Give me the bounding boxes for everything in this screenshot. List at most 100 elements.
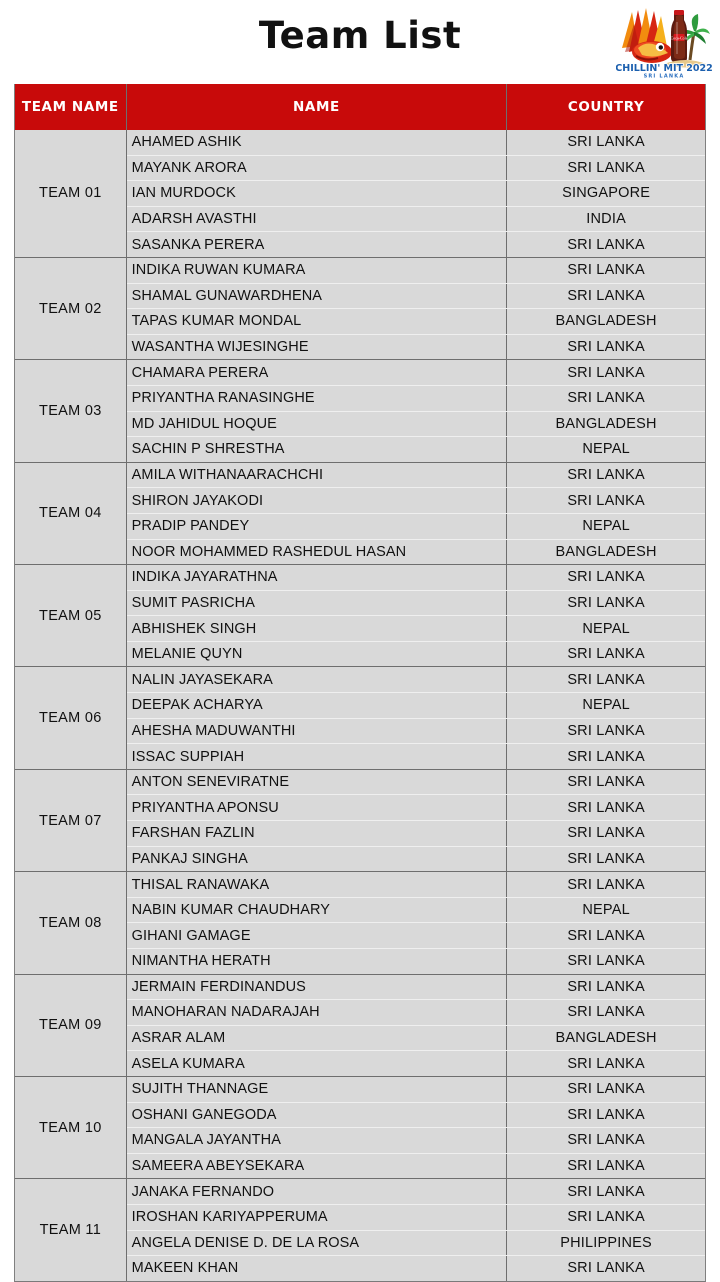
- member-name-cell: MANGALA JAYANTHA: [126, 1127, 508, 1154]
- team-name-cell: TEAM 04: [15, 461, 127, 565]
- member-name-cell: SHIRON JAYAKODI: [126, 487, 508, 514]
- table-row: TEAM 11 JANAKA FERNANDO SRI LANKA: [15, 1178, 705, 1281]
- team-name-cell: TEAM 01: [15, 130, 127, 258]
- member-country-cell: SRI LANKA: [506, 768, 705, 796]
- member-country-cell: SRI LANKA: [506, 590, 705, 617]
- member-name-cell: SAMEERA ABEYSEKARA: [126, 1153, 508, 1179]
- column-header-country: COUNTRY: [506, 84, 705, 130]
- table-row: TEAM 03 CHAMARA PERERA SRI LANKA: [15, 359, 705, 463]
- member-name-cell: FARSHAN FAZLIN: [126, 820, 508, 847]
- table-row: TEAM 02 INDIKA RUWAN KUMARA SRI LANKA: [15, 256, 705, 360]
- table-row: SUMIT PASRICHA SRI LANKA: [15, 590, 705, 617]
- member-name-cell: ANTON SENEVIRATNE: [126, 768, 508, 796]
- member-country-cell: SRI LANKA: [506, 231, 705, 258]
- table-row: IROSHAN KARIYAPPERUMA SRI LANKA: [15, 1204, 705, 1231]
- team-name-cell: TEAM 09: [15, 973, 127, 1077]
- table-row: TEAM 10 SUJITH THANNAGE SRI LANKA: [15, 1075, 705, 1179]
- member-country-cell: SINGAPORE: [506, 180, 705, 207]
- member-name-cell: MELANIE QUYN: [126, 641, 508, 667]
- member-country-cell: SRI LANKA: [506, 641, 705, 667]
- member-country-cell: PHILIPPINES: [506, 1230, 705, 1257]
- table-row: SHIRON JAYAKODI SRI LANKA: [15, 487, 705, 514]
- member-country-cell: SRI LANKA: [506, 1255, 705, 1281]
- member-name-cell: AHESHA MADUWANTHI: [126, 718, 508, 745]
- member-country-cell: SRI LANKA: [506, 256, 705, 284]
- member-name-cell: SUJITH THANNAGE: [126, 1075, 508, 1103]
- member-country-cell: NEPAL: [506, 692, 705, 719]
- member-name-cell: ANGELA DENISE D. DE LA ROSA: [126, 1230, 508, 1257]
- table-body: TEAM 01 AHAMED ASHIK SRI LANKA MAYANK ARORA…: [15, 130, 705, 1281]
- table-row: TEAM 05 INDIKA JAYARATHNA SRI LANKA: [15, 564, 705, 667]
- member-country-cell: SRI LANKA: [506, 385, 705, 412]
- member-country-cell: SRI LANKA: [506, 871, 705, 898]
- table-row: TEAM 01 AHAMED ASHIK SRI LANKA: [15, 130, 705, 258]
- column-header-name: NAME: [126, 84, 508, 130]
- table-row: NIMANTHA HERATH SRI LANKA: [15, 948, 705, 975]
- table-row: TEAM 06 NALIN JAYASEKARA SRI LANKA: [15, 666, 705, 770]
- table-row: MD JAHIDUL HOQUE BANGLADESH: [15, 411, 705, 438]
- member-country-cell: SRI LANKA: [506, 1153, 705, 1179]
- table-row: SAMEERA ABEYSEKARA SRI LANKA: [15, 1153, 705, 1179]
- logo-wordmark-line2: SRI LANKA: [644, 74, 685, 80]
- member-name-cell: WASANTHA WIJESINGHE: [126, 334, 508, 360]
- table-row: MELANIE QUYN SRI LANKA: [15, 641, 705, 667]
- member-country-cell: SRI LANKA: [506, 130, 705, 156]
- table-row: PRIYANTHA APONSU SRI LANKA: [15, 794, 705, 822]
- member-name-cell: PANKAJ SINGHA: [126, 846, 508, 872]
- member-country-cell: SRI LANKA: [506, 1102, 705, 1129]
- table-row: PRADIP PANDEY NEPAL: [15, 513, 705, 540]
- member-name-cell: SUMIT PASRICHA: [126, 590, 508, 617]
- member-country-cell: SRI LANKA: [506, 973, 705, 1001]
- member-name-cell: IAN MURDOCK: [126, 180, 508, 207]
- member-name-cell: DEEPAK ACHARYA: [126, 692, 508, 719]
- member-name-cell: THISAL RANAWAKA: [126, 871, 508, 898]
- member-name-cell: OSHANI GANEGODA: [126, 1102, 508, 1129]
- member-name-cell: JANAKA FERNANDO: [126, 1178, 508, 1205]
- table-row: TEAM 04 AMILA WITHANAARACHCHI SRI LANKA: [15, 461, 705, 565]
- member-name-cell: MANOHARAN NADARAJAH: [126, 999, 508, 1026]
- member-country-cell: BANGLADESH: [506, 539, 705, 565]
- member-country-cell: BANGLADESH: [506, 308, 705, 335]
- member-name-cell: MAYANK ARORA: [126, 155, 508, 182]
- member-name-cell: PRIYANTHA APONSU: [126, 794, 508, 822]
- member-name-cell: MAKEEN KHAN: [126, 1255, 508, 1281]
- table-row: PANKAJ SINGHA SRI LANKA: [15, 846, 705, 872]
- member-country-cell: SRI LANKA: [506, 666, 705, 694]
- member-name-cell: SACHIN P SHRESTHA: [126, 436, 508, 463]
- member-country-cell: SRI LANKA: [506, 1204, 705, 1231]
- member-name-cell: NOOR MOHAMMED RASHEDUL HASAN: [126, 539, 508, 565]
- member-name-cell: ISSAC SUPPIAH: [126, 743, 508, 770]
- team-list-table: TEAM NAME NAME COUNTRY TEAM 01 AHAMED ASH…: [15, 84, 705, 1281]
- member-name-cell: JERMAIN FERDINANDUS: [126, 973, 508, 1001]
- member-name-cell: AMILA WITHANAARACHCHI: [126, 461, 508, 489]
- table-row: TAPAS KUMAR MONDAL BANGLADESH: [15, 308, 705, 335]
- table-row: OSHANI GANEGODA SRI LANKA: [15, 1102, 705, 1129]
- team-name-cell: TEAM 11: [15, 1178, 127, 1281]
- table-row: NOOR MOHAMMED RASHEDUL HASAN BANGLADESH: [15, 539, 705, 565]
- svg-text:Coca-Cola: Coca-Cola: [670, 35, 687, 40]
- member-country-cell: SRI LANKA: [506, 487, 705, 514]
- table-row: ASRAR ALAM BANGLADESH: [15, 1025, 705, 1052]
- column-header-team-name: TEAM NAME: [15, 84, 127, 130]
- member-name-cell: ADARSH AVASTHI: [126, 206, 508, 233]
- cola-bottle-icon: Coca-Cola: [670, 10, 688, 63]
- member-country-cell: INDIA: [506, 206, 705, 233]
- table-row: WASANTHA WIJESINGHE SRI LANKA: [15, 334, 705, 360]
- table-row: ASELA KUMARA SRI LANKA: [15, 1050, 705, 1077]
- member-country-cell: SRI LANKA: [506, 334, 705, 360]
- member-country-cell: NEPAL: [506, 513, 705, 540]
- member-country-cell: SRI LANKA: [506, 359, 705, 386]
- member-name-cell: SASANKA PERERA: [126, 231, 508, 258]
- table-row: MANGALA JAYANTHA SRI LANKA: [15, 1127, 705, 1154]
- member-country-cell: SRI LANKA: [506, 283, 705, 310]
- table-row: AHESHA MADUWANTHI SRI LANKA: [15, 718, 705, 745]
- member-country-cell: SRI LANKA: [506, 718, 705, 745]
- table-row: TEAM 07 ANTON SENEVIRATNE SRI LANKA: [15, 768, 705, 872]
- table-row: PRIYANTHA RANASINGHE SRI LANKA: [15, 385, 705, 412]
- member-name-cell: SHAMAL GUNAWARDHENA: [126, 283, 508, 310]
- team-name-cell: TEAM 02: [15, 256, 127, 360]
- team-name-cell: TEAM 05: [15, 564, 127, 667]
- table-header: TEAM NAME NAME COUNTRY: [15, 84, 705, 130]
- table-row: MANOHARAN NADARAJAH SRI LANKA: [15, 999, 705, 1026]
- table-row: GIHANI GAMAGE SRI LANKA: [15, 922, 705, 949]
